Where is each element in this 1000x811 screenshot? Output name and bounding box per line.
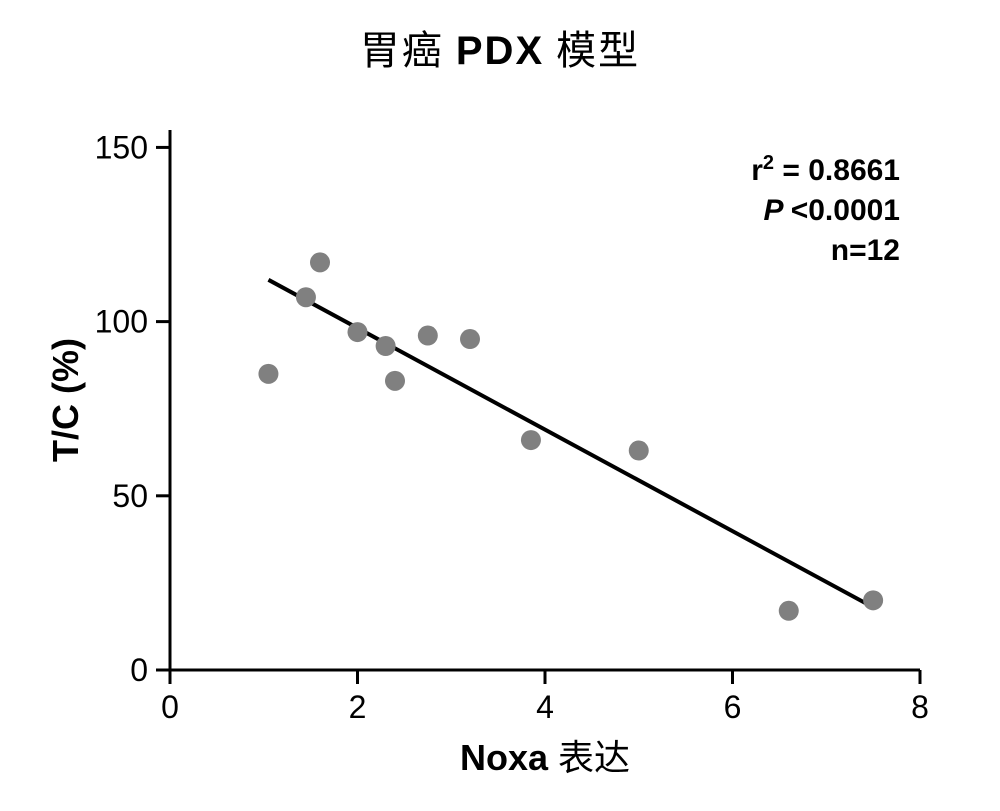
data-point bbox=[521, 430, 541, 450]
y-tick-label: 0 bbox=[130, 652, 148, 688]
title-cjk-prefix: 胃癌 bbox=[360, 28, 456, 73]
data-point bbox=[310, 252, 330, 272]
y-axis-label: T/C (%) bbox=[45, 338, 86, 462]
x-tick-label: 8 bbox=[911, 689, 929, 725]
data-point bbox=[460, 329, 480, 349]
x-axis-label: Noxa 表达 bbox=[460, 737, 630, 778]
data-point bbox=[629, 441, 649, 461]
stat-p: P <0.0001 bbox=[763, 194, 900, 227]
stat-r2: r2 = 0.8661 bbox=[751, 152, 900, 187]
x-tick-label: 6 bbox=[724, 689, 742, 725]
y-tick-label: 50 bbox=[112, 478, 148, 514]
data-point bbox=[296, 287, 316, 307]
data-point bbox=[779, 601, 799, 621]
x-tick-label: 2 bbox=[349, 689, 367, 725]
x-tick-label: 4 bbox=[536, 689, 554, 725]
data-point bbox=[863, 590, 883, 610]
data-point bbox=[348, 322, 368, 342]
scatter-plot: 0 50 100 150 0 2 4 6 8 T/C (%) Noxa 表达 r2 = 0.8661 P… bbox=[40, 110, 960, 800]
title-cjk-suffix: 模型 bbox=[544, 28, 640, 73]
data-point bbox=[258, 364, 278, 384]
data-point bbox=[418, 326, 438, 346]
chart-svg: 0 50 100 150 0 2 4 6 8 T/C (%) Noxa 表达 r2 = 0.8661 P… bbox=[40, 110, 960, 800]
stat-n: n=12 bbox=[831, 234, 900, 267]
y-tick-label: 150 bbox=[95, 129, 148, 165]
chart-title: 胃癌 PDX 模型 bbox=[0, 18, 1000, 76]
page: 胃癌 PDX 模型 0 50 100 150 0 2 4 6 8 T/C (%) Noxa 表达 r2… bbox=[0, 0, 1000, 811]
x-tick-label: 0 bbox=[161, 689, 179, 725]
data-point bbox=[376, 336, 396, 356]
data-point bbox=[385, 371, 405, 391]
y-tick-label: 100 bbox=[95, 304, 148, 340]
title-latin: PDX bbox=[456, 29, 544, 73]
